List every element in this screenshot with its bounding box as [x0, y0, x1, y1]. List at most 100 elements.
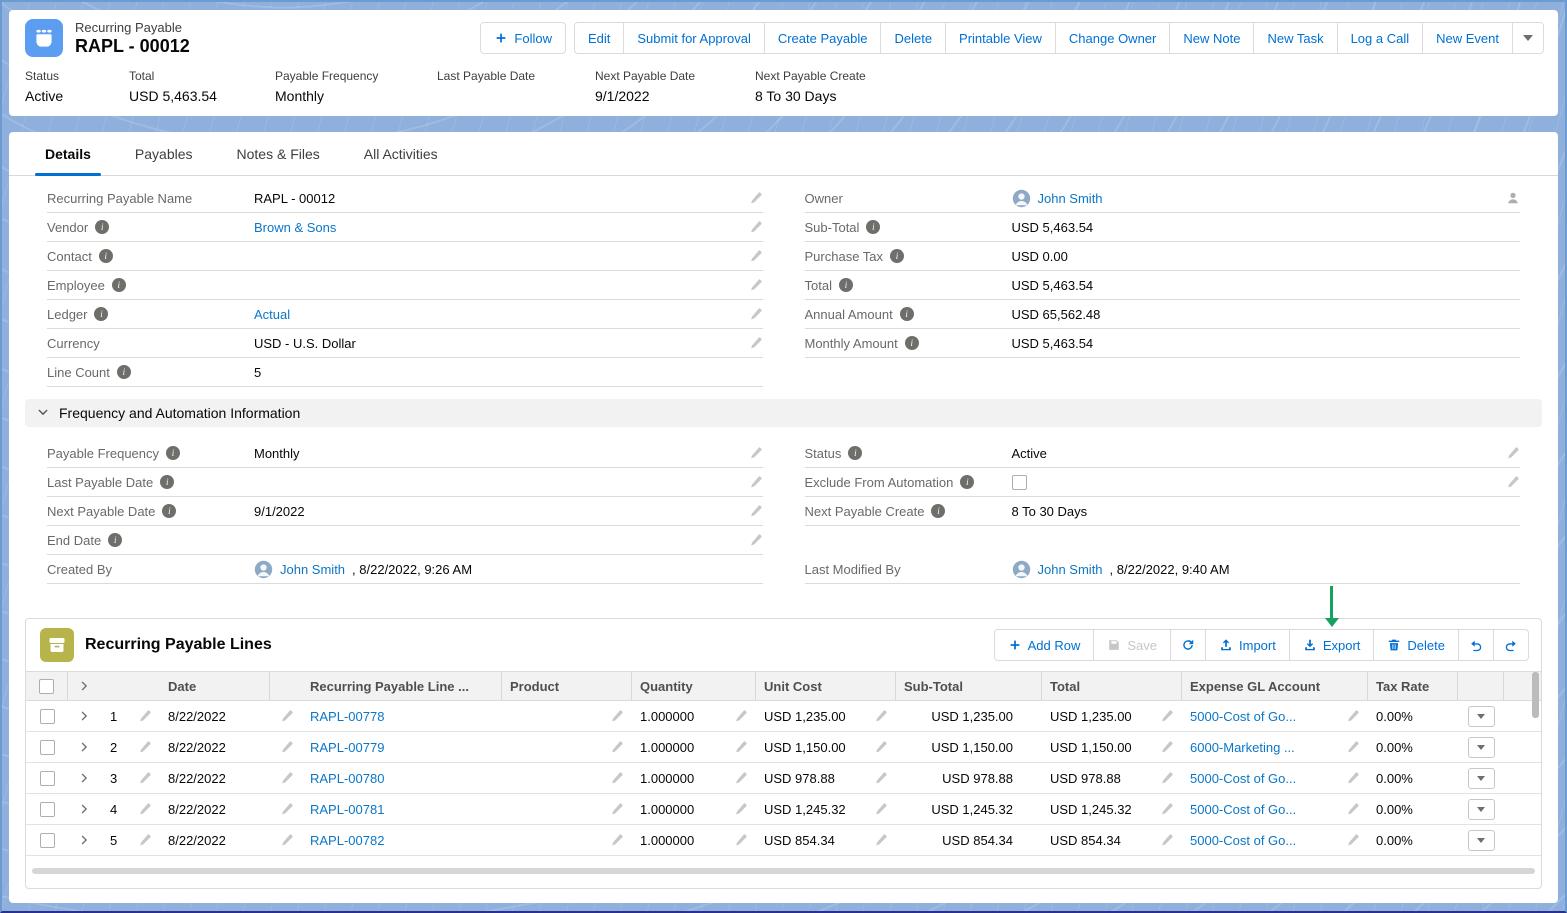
follow-button[interactable]: Follow — [480, 22, 566, 54]
row-checkbox[interactable] — [40, 802, 55, 817]
row-actions-button[interactable] — [1468, 799, 1495, 820]
gl-account-link[interactable]: 5000-Cost of Go... — [1190, 709, 1346, 724]
owner-link[interactable]: John Smith — [1038, 191, 1103, 206]
edit-pencil-icon[interactable] — [280, 709, 294, 723]
undo-button[interactable] — [1458, 629, 1494, 661]
create-payable-button[interactable]: Create Payable — [764, 22, 882, 54]
ledger-link[interactable]: Actual — [254, 307, 290, 322]
info-icon[interactable]: i — [99, 249, 113, 263]
chevron-down-icon[interactable] — [36, 406, 50, 420]
info-icon[interactable]: i — [108, 533, 122, 547]
refresh-button[interactable] — [1170, 629, 1206, 661]
more-actions-button[interactable] — [1512, 22, 1544, 54]
new-event-button[interactable]: New Event — [1422, 22, 1513, 54]
submit-for-approval-button[interactable]: Submit for Approval — [623, 22, 764, 54]
row-actions-button[interactable] — [1468, 830, 1495, 851]
edit-pencil-icon[interactable] — [610, 709, 624, 723]
vendor-link[interactable]: Brown & Sons — [254, 220, 336, 235]
edit-pencil-icon[interactable] — [734, 709, 748, 723]
line-link[interactable]: RAPL-00780 — [310, 771, 384, 786]
edit-pencil-icon[interactable] — [1346, 709, 1360, 723]
edit-pencil-icon[interactable] — [610, 740, 624, 754]
info-icon[interactable]: i — [866, 220, 880, 234]
info-icon[interactable]: i — [839, 278, 853, 292]
row-actions-button[interactable] — [1468, 706, 1495, 727]
info-icon[interactable]: i — [160, 475, 174, 489]
gl-account-link[interactable]: 6000-Marketing ... — [1190, 740, 1346, 755]
column-header-line-name[interactable]: Recurring Payable Line ... — [302, 672, 502, 700]
section-frequency-automation[interactable]: Frequency and Automation Information — [25, 399, 1542, 427]
edit-pencil-icon[interactable] — [749, 191, 763, 205]
edit-button[interactable]: Edit — [574, 22, 624, 54]
row-checkbox[interactable] — [40, 833, 55, 848]
last-modified-by-link[interactable]: John Smith — [1038, 562, 1103, 577]
edit-pencil-icon[interactable] — [138, 740, 152, 754]
edit-pencil-icon[interactable] — [749, 533, 763, 547]
delete-rows-button[interactable]: Delete — [1373, 629, 1459, 661]
vertical-scrollbar-thumb[interactable] — [1532, 672, 1539, 718]
edit-pencil-icon[interactable] — [1160, 771, 1174, 785]
edit-pencil-icon[interactable] — [610, 833, 624, 847]
import-button[interactable]: Import — [1205, 629, 1290, 661]
edit-pencil-icon[interactable] — [749, 446, 763, 460]
gl-account-link[interactable]: 5000-Cost of Go... — [1190, 771, 1346, 786]
info-icon[interactable]: i — [960, 475, 974, 489]
edit-pencil-icon[interactable] — [1506, 446, 1520, 460]
expand-all-icon[interactable] — [78, 679, 92, 693]
edit-pencil-icon[interactable] — [138, 833, 152, 847]
column-header-quantity[interactable]: Quantity — [632, 672, 756, 700]
info-icon[interactable]: i — [900, 307, 914, 321]
edit-pencil-icon[interactable] — [1346, 833, 1360, 847]
edit-pencil-icon[interactable] — [1160, 740, 1174, 754]
info-icon[interactable]: i — [95, 220, 109, 234]
edit-pencil-icon[interactable] — [734, 802, 748, 816]
row-checkbox[interactable] — [40, 740, 55, 755]
horizontal-scrollbar[interactable] — [32, 868, 1535, 874]
export-button[interactable]: Export — [1289, 629, 1375, 661]
column-header-sub-total[interactable]: Sub-Total — [896, 672, 1042, 700]
printable-view-button[interactable]: Printable View — [945, 22, 1056, 54]
save-button[interactable]: Save — [1093, 629, 1171, 661]
column-header-unit-cost[interactable]: Unit Cost — [756, 672, 896, 700]
edit-pencil-icon[interactable] — [749, 504, 763, 518]
info-icon[interactable]: i — [905, 336, 919, 350]
column-header-date[interactable]: Date — [160, 672, 270, 700]
edit-pencil-icon[interactable] — [734, 740, 748, 754]
gl-account-link[interactable]: 5000-Cost of Go... — [1190, 833, 1346, 848]
line-link[interactable]: RAPL-00781 — [310, 802, 384, 817]
edit-pencil-icon[interactable] — [874, 771, 888, 785]
edit-pencil-icon[interactable] — [138, 771, 152, 785]
edit-pencil-icon[interactable] — [749, 278, 763, 292]
delete-button[interactable]: Delete — [880, 22, 946, 54]
edit-pencil-icon[interactable] — [1160, 833, 1174, 847]
edit-pencil-icon[interactable] — [874, 709, 888, 723]
column-header-gl-account[interactable]: Expense GL Account — [1182, 672, 1368, 700]
row-checkbox[interactable] — [40, 709, 55, 724]
column-header-product[interactable]: Product — [502, 672, 632, 700]
redo-button[interactable] — [1493, 629, 1529, 661]
info-icon[interactable]: i — [166, 446, 180, 460]
info-icon[interactable]: i — [117, 365, 131, 379]
exclude-automation-checkbox[interactable] — [1012, 475, 1027, 490]
expand-row-icon[interactable] — [78, 709, 92, 723]
new-task-button[interactable]: New Task — [1253, 22, 1337, 54]
tab-all-activities[interactable]: All Activities — [354, 146, 448, 175]
edit-pencil-icon[interactable] — [1506, 475, 1520, 489]
edit-pencil-icon[interactable] — [749, 475, 763, 489]
edit-pencil-icon[interactable] — [734, 833, 748, 847]
edit-pencil-icon[interactable] — [610, 771, 624, 785]
edit-pencil-icon[interactable] — [874, 740, 888, 754]
change-owner-button[interactable]: Change Owner — [1055, 22, 1170, 54]
expand-row-icon[interactable] — [78, 802, 92, 816]
edit-pencil-icon[interactable] — [874, 802, 888, 816]
log-a-call-button[interactable]: Log a Call — [1337, 22, 1424, 54]
expand-row-icon[interactable] — [78, 833, 92, 847]
info-icon[interactable]: i — [890, 249, 904, 263]
column-header-total[interactable]: Total — [1042, 672, 1182, 700]
edit-pencil-icon[interactable] — [610, 802, 624, 816]
edit-pencil-icon[interactable] — [138, 709, 152, 723]
line-link[interactable]: RAPL-00778 — [310, 709, 384, 724]
line-link[interactable]: RAPL-00779 — [310, 740, 384, 755]
edit-pencil-icon[interactable] — [1346, 802, 1360, 816]
edit-pencil-icon[interactable] — [280, 771, 294, 785]
